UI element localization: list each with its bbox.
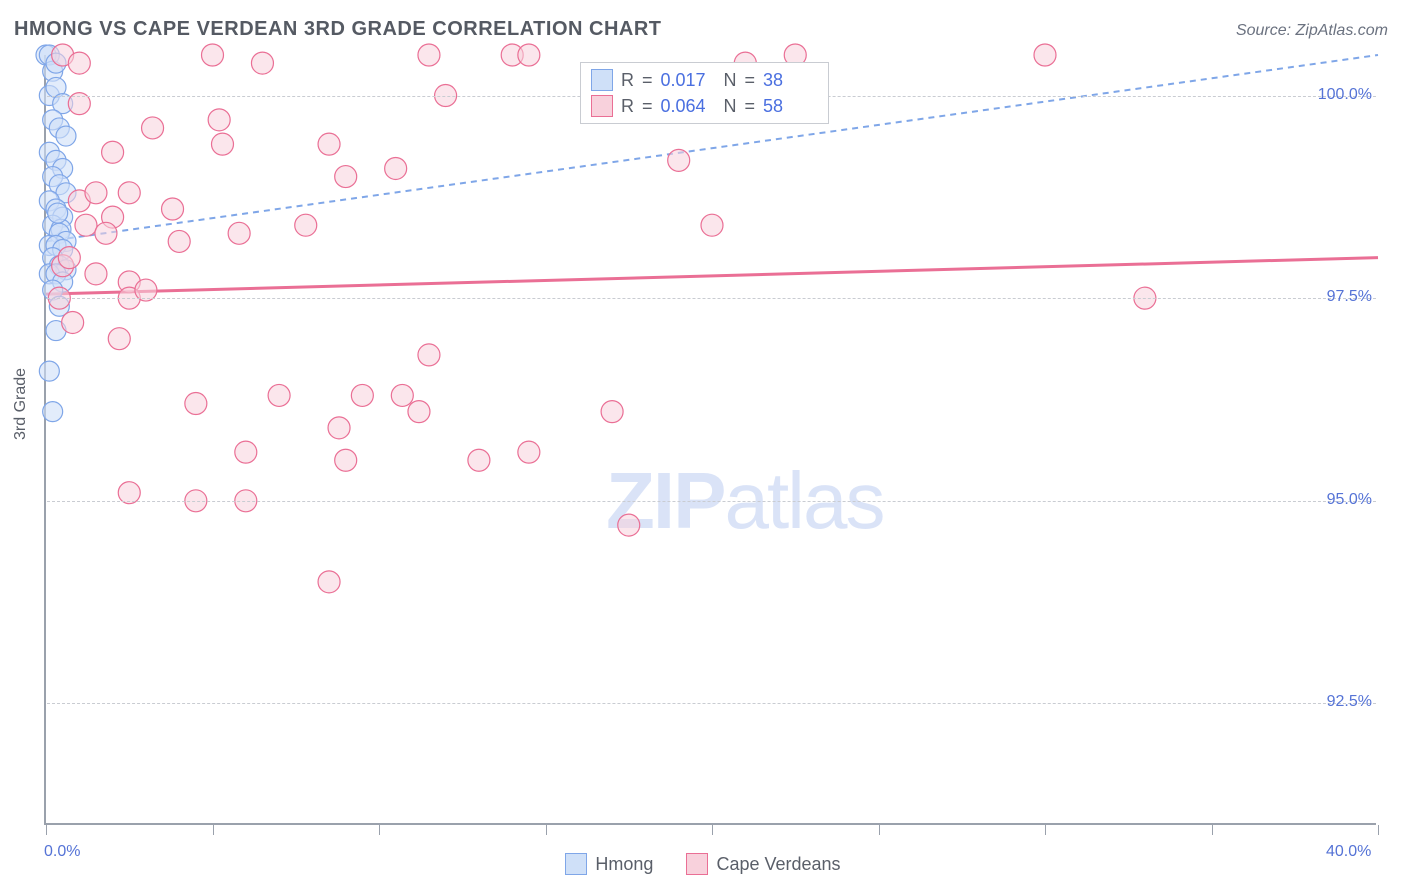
data-point [162,198,184,220]
data-point [211,133,233,155]
data-point [56,126,76,146]
capeverdean-swatch-bottom [686,853,708,875]
data-point [85,182,107,204]
data-point [518,44,540,66]
capeverdean-n-value: 58 [763,96,818,117]
legend-item-capeverdean: Cape Verdeans [686,853,840,875]
data-point [385,157,407,179]
data-point [235,441,257,463]
data-point [85,263,107,285]
stats-row-capeverdean: R = 0.064 N = 58 [591,93,818,119]
capeverdean-r-value: 0.064 [661,96,716,117]
data-point [335,449,357,471]
r-label-2: R [621,96,634,117]
data-point [228,222,250,244]
data-point [268,384,290,406]
y-axis-label: 3rd Grade [12,368,30,440]
data-point [318,133,340,155]
data-point [418,44,440,66]
data-point [168,230,190,252]
data-point [251,52,273,74]
scatter-points [46,55,1376,823]
stats-row-hmong: R = 0.017 N = 38 [591,67,818,93]
hmong-swatch-bottom [565,853,587,875]
hmong-swatch [591,69,613,91]
x-start-label: 0.0% [44,843,80,861]
plot-area: ZIPatlas [44,55,1376,825]
eq-label-2: = [745,70,756,91]
data-point [518,441,540,463]
data-point [208,109,230,131]
data-point [118,182,140,204]
chart-container: HMONG VS CAPE VERDEAN 3RD GRADE CORRELAT… [0,0,1406,892]
capeverdean-label: Cape Verdeans [716,854,840,875]
eq-label: = [642,70,653,91]
data-point [185,393,207,415]
data-point [668,149,690,171]
data-point [75,214,97,236]
data-point [295,214,317,236]
hmong-n-value: 38 [763,70,818,91]
data-point [68,52,90,74]
data-point [58,247,80,269]
data-point [43,402,63,422]
data-point [39,361,59,381]
data-point [95,222,117,244]
hmong-label: Hmong [595,854,653,875]
y-tick-label: 100.0% [1292,86,1372,104]
data-point [328,417,350,439]
eq-label-3: = [642,96,653,117]
chart-title: HMONG VS CAPE VERDEAN 3RD GRADE CORRELAT… [14,18,662,41]
n-label-2: N [724,96,737,117]
data-point [418,344,440,366]
data-point [468,449,490,471]
data-point [335,166,357,188]
source-label: Source: ZipAtlas.com [1236,22,1388,40]
y-tick-label: 92.5% [1292,693,1372,711]
data-point [351,384,373,406]
data-point [701,214,723,236]
data-point [48,203,68,223]
data-point [318,571,340,593]
y-tick-label: 97.5% [1292,288,1372,306]
data-point [391,384,413,406]
capeverdean-swatch [591,95,613,117]
n-label: N [724,70,737,91]
legend-item-hmong: Hmong [565,853,653,875]
hmong-r-value: 0.017 [661,70,716,91]
data-point [102,141,124,163]
data-point [601,401,623,423]
data-point [408,401,430,423]
stats-legend: R = 0.017 N = 38 R = 0.064 N = 58 [580,62,829,124]
data-point [108,328,130,350]
x-end-label: 40.0% [1326,843,1371,861]
y-tick-label: 95.0% [1292,491,1372,509]
data-point [202,44,224,66]
eq-label-4: = [745,96,756,117]
data-point [1034,44,1056,66]
r-label: R [621,70,634,91]
bottom-legend: Hmong Cape Verdeans [0,853,1406,880]
data-point [142,117,164,139]
data-point [618,514,640,536]
data-point [62,311,84,333]
